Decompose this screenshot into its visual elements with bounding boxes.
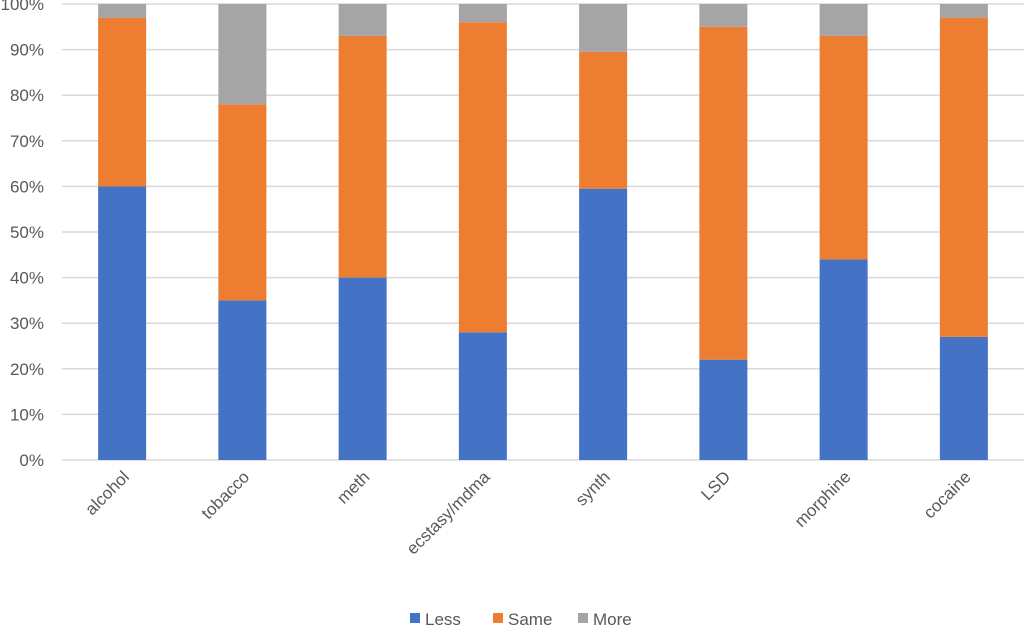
bar-more xyxy=(338,4,387,36)
x-tick-label: ecstasy/mdma xyxy=(403,467,494,558)
bar-less xyxy=(819,259,868,460)
legend-swatch xyxy=(410,613,420,623)
legend-label: Same xyxy=(508,610,552,626)
bar-same xyxy=(338,35,387,278)
legend-label: More xyxy=(593,610,632,626)
bar-same xyxy=(218,104,267,301)
bar-same xyxy=(579,51,628,189)
y-tick-label: 50% xyxy=(10,223,44,242)
bar-less xyxy=(218,300,267,460)
y-tick-label: 60% xyxy=(10,177,44,196)
bar-same xyxy=(939,17,988,337)
x-tick-label: meth xyxy=(333,467,373,507)
bar-more xyxy=(218,4,267,105)
bar-less xyxy=(579,188,628,460)
x-tick-label: LSD xyxy=(697,467,734,504)
y-tick-label: 80% xyxy=(10,86,44,105)
legend-swatch xyxy=(493,613,503,623)
bar-same xyxy=(819,35,868,260)
y-tick-label: 10% xyxy=(10,405,44,424)
bar-same xyxy=(98,17,147,187)
legend-swatch xyxy=(578,613,588,623)
legend-label: Less xyxy=(425,610,461,626)
bar-less xyxy=(699,359,748,460)
x-tick-label: alcohol xyxy=(81,467,133,519)
y-tick-label: 70% xyxy=(10,132,44,151)
bar-same xyxy=(699,26,748,360)
bar-more xyxy=(939,4,988,18)
bar-less xyxy=(458,332,507,460)
bar-less xyxy=(338,277,387,460)
x-tick-label: morphine xyxy=(791,467,855,531)
y-tick-label: 90% xyxy=(10,41,44,60)
y-tick-label: 100% xyxy=(1,0,44,14)
bar-more xyxy=(579,4,628,52)
y-tick-label: 40% xyxy=(10,269,44,288)
bar-more xyxy=(819,4,868,36)
x-tick-label: tobacco xyxy=(198,467,254,523)
bar-less xyxy=(98,186,147,460)
bar-more xyxy=(98,4,147,18)
bar-less xyxy=(939,336,988,460)
bar-same xyxy=(458,22,507,333)
y-tick-label: 30% xyxy=(10,314,44,333)
x-tick-label: synth xyxy=(572,467,614,509)
bar-more xyxy=(699,4,748,27)
y-tick-label: 0% xyxy=(19,451,44,470)
y-tick-label: 20% xyxy=(10,360,44,379)
x-tick-label: cocaine xyxy=(920,467,975,522)
bar-more xyxy=(458,4,507,23)
